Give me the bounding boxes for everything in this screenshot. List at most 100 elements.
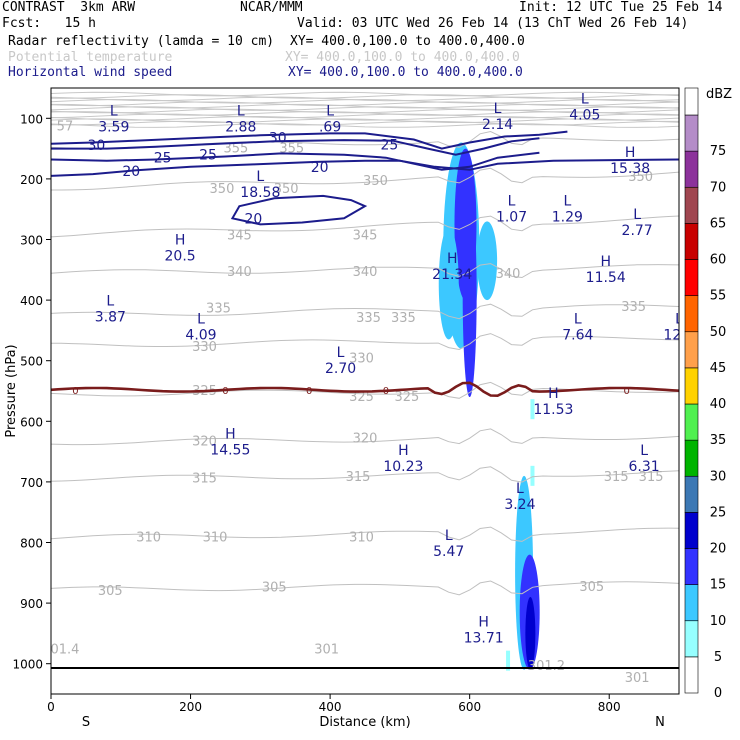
extremum-marker: H — [548, 386, 559, 402]
extremum-marker: L — [633, 207, 641, 223]
extremum-marker: H — [600, 254, 611, 270]
extremum-marker: H — [625, 145, 636, 161]
colorbar-swatch — [684, 548, 699, 585]
wind-contour-layer: 30 30 25 25 25 20 20 20 — [51, 130, 679, 227]
field-xy-theta: XY= 400.0,100.0 to 400.0,400.0 — [285, 50, 520, 65]
theta-label: 320 — [192, 435, 217, 450]
extremum-value: 3.24 — [504, 497, 535, 513]
extremum-marker: L — [675, 311, 683, 327]
theta-label: 340 — [353, 265, 378, 280]
x-tick-label: 800 — [598, 700, 621, 714]
extremum-value: 10.23 — [383, 459, 423, 475]
reflectivity-cell — [530, 399, 535, 420]
field-label-reflectivity: Radar reflectivity (lamda = 10 cm) — [8, 34, 275, 49]
extremum-value: 3.59 — [98, 120, 129, 136]
extremum-marker: L — [197, 311, 205, 327]
y-tick-label: 200 — [20, 173, 43, 187]
colorbar-swatch — [684, 403, 699, 441]
colorbar-swatch — [684, 620, 699, 658]
theta-contour — [51, 333, 679, 351]
reflectivity-cell — [477, 221, 498, 301]
reflectivity-cell — [506, 650, 511, 671]
extremum-value: 3.87 — [95, 309, 126, 325]
theta-label: 305 — [98, 584, 123, 599]
reflectivity-layer — [438, 142, 540, 671]
colorbar-swatch — [684, 223, 699, 260]
y-tick-label: 400 — [20, 294, 43, 308]
zero-wind-label: 0 — [222, 386, 228, 397]
colorbar-tick-label: 25 — [710, 505, 727, 520]
theta-label: 345 — [353, 229, 378, 244]
theta-label: 355 — [223, 141, 248, 156]
theta-contour-upper — [51, 98, 679, 104]
y-tick-label: 900 — [20, 597, 43, 611]
wind-label: 20 — [122, 164, 140, 180]
theta-label: 320 — [353, 432, 378, 447]
theta-contour — [51, 215, 679, 238]
theta-contour-upper — [51, 113, 679, 119]
wind-label: 20 — [244, 211, 262, 227]
extremum-value: 15.38 — [610, 161, 650, 177]
theta-label: 350 — [210, 182, 235, 197]
extremum-marker: L — [508, 193, 516, 209]
colorbar-tick-label: 20 — [710, 542, 727, 557]
colorbar-tick-label: 45 — [710, 361, 727, 376]
y-tick-label: 600 — [20, 415, 43, 429]
wind-label: 30 — [87, 138, 105, 154]
init-time: Init: 12 UTC Tue 25 Feb 14 — [519, 0, 723, 15]
extremum-value: 11.54 — [586, 270, 626, 286]
center-name: NCAR/MMM — [240, 0, 303, 15]
wind-label: 25 — [154, 151, 172, 167]
field-xy-wind: XY= 400.0,100.0 to 400.0,400.0 — [288, 65, 523, 80]
theta-label: 310 — [203, 530, 228, 545]
theta-label: 301.2 — [528, 659, 565, 674]
y-tick-label: 1000 — [12, 658, 43, 672]
extremum-value: 1.07 — [496, 209, 527, 225]
extremum-marker: L — [574, 311, 582, 327]
theta-contour — [51, 303, 679, 320]
theta-label: 310 — [349, 530, 374, 545]
field-label-theta: Potential temperature — [8, 50, 173, 65]
wind-label: 30 — [269, 131, 287, 147]
colorbar-tick-label: 55 — [710, 289, 727, 304]
theta-label: 350 — [628, 170, 653, 185]
extremum-marker: L — [516, 481, 524, 497]
colorbar-tick-label: 75 — [710, 144, 727, 159]
theta-label: 350 — [363, 174, 388, 189]
extremum-value: 2.77 — [622, 223, 653, 239]
extremum-marker: L — [237, 104, 245, 120]
theta-label: 57 — [57, 120, 74, 135]
header: CONTRAST 3km ARW NCAR/MMM Init: 12 UTC T… — [0, 0, 740, 86]
colorbar-swatch — [684, 295, 699, 333]
field-label-wind: Horizontal wind speed — [8, 65, 173, 80]
colorbar-unit: dBZ — [706, 87, 732, 102]
extremum-marker: H — [398, 443, 409, 459]
colorbar-swatch — [684, 114, 699, 152]
theta-label: 340 — [227, 265, 252, 280]
colorbar-tick-label: 5 — [714, 650, 722, 665]
wind-contour — [51, 130, 568, 150]
extremum-value: 11.53 — [533, 402, 573, 418]
zero-wind-label: 0 — [72, 386, 78, 397]
theta-label: 301 — [314, 643, 339, 658]
x-axis-title: Distance (km) — [319, 715, 410, 730]
reflectivity-cell — [462, 191, 477, 398]
colorbar-swatch — [684, 584, 699, 622]
theta-label: 315 — [346, 470, 371, 485]
extremum-value: 5.47 — [433, 544, 464, 560]
extremum-marker: H — [478, 614, 489, 630]
extremum-marker: L — [494, 101, 502, 117]
theta-label: 315 — [192, 472, 217, 487]
y-axis-title: Pressure (hPa) — [4, 344, 19, 437]
theta-label: 330 — [349, 352, 374, 367]
model-title: CONTRAST 3km ARW — [2, 0, 136, 15]
zero-wind-label: 0 — [383, 386, 389, 397]
colorbar-swatch — [684, 186, 699, 224]
colorbar-tick-label: 15 — [710, 578, 727, 593]
theta-contour — [51, 428, 679, 446]
theta-contour-upper — [51, 94, 679, 99]
theta-label: 315 — [604, 470, 629, 485]
zero-wind-contour — [51, 381, 679, 398]
theta-contour — [51, 580, 679, 596]
